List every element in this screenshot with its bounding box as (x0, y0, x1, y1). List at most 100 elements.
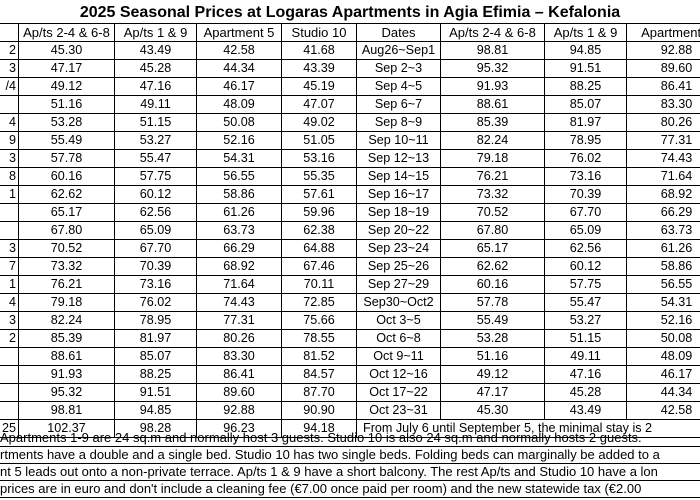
row-dates: Oct 17~22 (356, 383, 441, 402)
price-studio-10: 53.16 (281, 149, 357, 168)
price-apartment-5-late: 68.92 (626, 185, 700, 204)
row-dates: Oct 23~31 (356, 401, 441, 420)
price-aps-2-4-6-8: 73.32 (18, 257, 115, 276)
price-apartment-5: 58.86 (196, 185, 282, 204)
row-dates: Sep 4~5 (356, 77, 441, 96)
table-row: 9 55.49 53.27 52.16 51.05 Sep 10~11 82.24 78.95… (0, 131, 700, 150)
row-date-left (0, 401, 19, 420)
price-aps-1-9: 76.02 (114, 293, 197, 312)
row-date-left: 3 (0, 59, 19, 78)
price-aps-2-4-6-8: 88.61 (18, 347, 115, 366)
row-dates: Oct 3~5 (356, 311, 441, 330)
row-dates: Sep 14~15 (356, 167, 441, 186)
row-date-left: 3 (0, 239, 19, 258)
note-divider (0, 446, 700, 447)
price-aps-2-4-6-8: 70.52 (18, 239, 115, 258)
price-apartment-5: 71.64 (196, 275, 282, 294)
price-aps-2-4-6-8: 49.12 (18, 77, 115, 96)
price-apartment-5: 48.09 (196, 95, 282, 114)
price-aps-1-9: 51.15 (114, 113, 197, 132)
note-divider (0, 480, 700, 481)
row-date-left (0, 347, 19, 366)
table-row: 95.32 91.51 89.60 87.70 Oct 17~22 47.17 45.28 4… (0, 383, 700, 402)
price-apartment-5-late: 50.08 (626, 329, 700, 348)
row-date-left (0, 383, 19, 402)
price-aps-2-4-6-8-late: 47.17 (440, 383, 545, 402)
price-aps-2-4-6-8-late: 49.12 (440, 365, 545, 384)
price-studio-10: 57.61 (281, 185, 357, 204)
price-aps-1-9-late: 73.16 (544, 167, 627, 186)
row-dates: Sep 18~19 (356, 203, 441, 222)
price-aps-1-9: 70.39 (114, 257, 197, 276)
price-aps-1-9: 43.49 (114, 41, 197, 60)
price-aps-2-4-6-8: 67.80 (18, 221, 115, 240)
price-aps-1-9: 60.12 (114, 185, 197, 204)
price-apartment-5: 42.58 (196, 41, 282, 60)
table-row: 7 73.32 70.39 68.92 67.46 Sep 25~26 62.62 60.12… (0, 257, 700, 276)
table-row: 3 47.17 45.28 44.34 43.39 Sep 2~3 95.32 91.51 89… (0, 59, 700, 78)
price-apartment-5-late: 86.41 (626, 77, 700, 96)
price-apartment-5: 61.26 (196, 203, 282, 222)
row-date-left: 3 (0, 311, 19, 330)
row-date-left (0, 95, 19, 114)
price-studio-10: 41.68 (281, 41, 357, 60)
price-aps-1-9: 47.16 (114, 77, 197, 96)
price-aps-2-4-6-8: 76.21 (18, 275, 115, 294)
price-aps-2-4-6-8-late: 73.32 (440, 185, 545, 204)
table-row: 3 57.78 55.47 54.31 53.16 Sep 12~13 79.18 76.02… (0, 149, 700, 168)
price-aps-1-9-late: 49.11 (544, 347, 627, 366)
header-aps-1-9: Ap/ts 1 & 9 (114, 23, 197, 42)
price-aps-1-9-late: 62.56 (544, 239, 627, 258)
table-row: 51.16 49.11 48.09 47.07 Sep 6~7 88.61 85.07 83.… (0, 95, 700, 114)
row-date-left (0, 221, 19, 240)
price-aps-2-4-6-8-late: 51.16 (440, 347, 545, 366)
price-apartment-5-late: 61.26 (626, 239, 700, 258)
price-aps-1-9-late: 43.49 (544, 401, 627, 420)
row-dates: Sep 12~13 (356, 149, 441, 168)
price-studio-10: 49.02 (281, 113, 357, 132)
price-studio-10: 59.96 (281, 203, 357, 222)
row-dates: Sep 2~3 (356, 59, 441, 78)
price-apartment-5-late: 42.58 (626, 401, 700, 420)
table-row: 3 70.52 67.70 66.29 64.88 Sep 23~24 65.17 62.56… (0, 239, 700, 258)
price-aps-2-4-6-8: 95.32 (18, 383, 115, 402)
price-aps-2-4-6-8: 45.30 (18, 41, 115, 60)
price-aps-1-9-late: 88.25 (544, 77, 627, 96)
price-apartment-5: 89.60 (196, 383, 282, 402)
price-aps-1-9: 67.70 (114, 239, 197, 258)
price-aps-2-4-6-8-late: 76.21 (440, 167, 545, 186)
note-line: rtments have a double and a single bed. … (0, 447, 660, 462)
price-studio-10: 81.52 (281, 347, 357, 366)
price-aps-1-9: 49.11 (114, 95, 197, 114)
row-dates: Oct 9~11 (356, 347, 441, 366)
price-aps-1-9-late: 91.51 (544, 59, 627, 78)
price-aps-1-9: 62.56 (114, 203, 197, 222)
price-studio-10: 94.18 (281, 419, 357, 438)
price-aps-2-4-6-8: 53.28 (18, 113, 115, 132)
price-aps-1-9-late: 51.15 (544, 329, 627, 348)
table-row: 1 76.21 73.16 71.64 70.11 Sep 27~29 60.16 57.75… (0, 275, 700, 294)
price-studio-10: 67.46 (281, 257, 357, 276)
price-aps-2-4-6-8: 60.16 (18, 167, 115, 186)
price-aps-2-4-6-8-late: 98.81 (440, 41, 545, 60)
table-row: 3 82.24 78.95 77.31 75.66 Oct 3~5 55.49 53.27 52… (0, 311, 700, 330)
price-apartment-5-late: 71.64 (626, 167, 700, 186)
price-table-body: 2 45.30 43.49 42.58 41.68 Aug26~Sep1 98.81 94.8… (0, 41, 700, 438)
price-apartment-5: 80.26 (196, 329, 282, 348)
header-left-dates (0, 23, 19, 42)
row-dates: Sep 23~24 (356, 239, 441, 258)
price-aps-1-9-late: 85.07 (544, 95, 627, 114)
price-apartment-5-late: 80.26 (626, 113, 700, 132)
price-studio-10: 90.90 (281, 401, 357, 420)
note-divider (0, 463, 700, 464)
price-studio-10: 87.70 (281, 383, 357, 402)
price-aps-2-4-6-8: 57.78 (18, 149, 115, 168)
note-line: nt 5 leads out onto a non-private terrac… (0, 464, 658, 479)
price-aps-2-4-6-8-late: 53.28 (440, 329, 545, 348)
price-aps-1-9: 53.27 (114, 131, 197, 150)
row-dates: Sep 8~9 (356, 113, 441, 132)
price-table: Ap/ts 2-4 & 6-8 Ap/ts 1 & 9 Apartment 5 … (0, 23, 700, 438)
row-date-left: 4 (0, 113, 19, 132)
price-apartment-5-late: 74.43 (626, 149, 700, 168)
table-row: 67.80 65.09 63.73 62.38 Sep 20~22 67.80 65.09 6… (0, 221, 700, 240)
